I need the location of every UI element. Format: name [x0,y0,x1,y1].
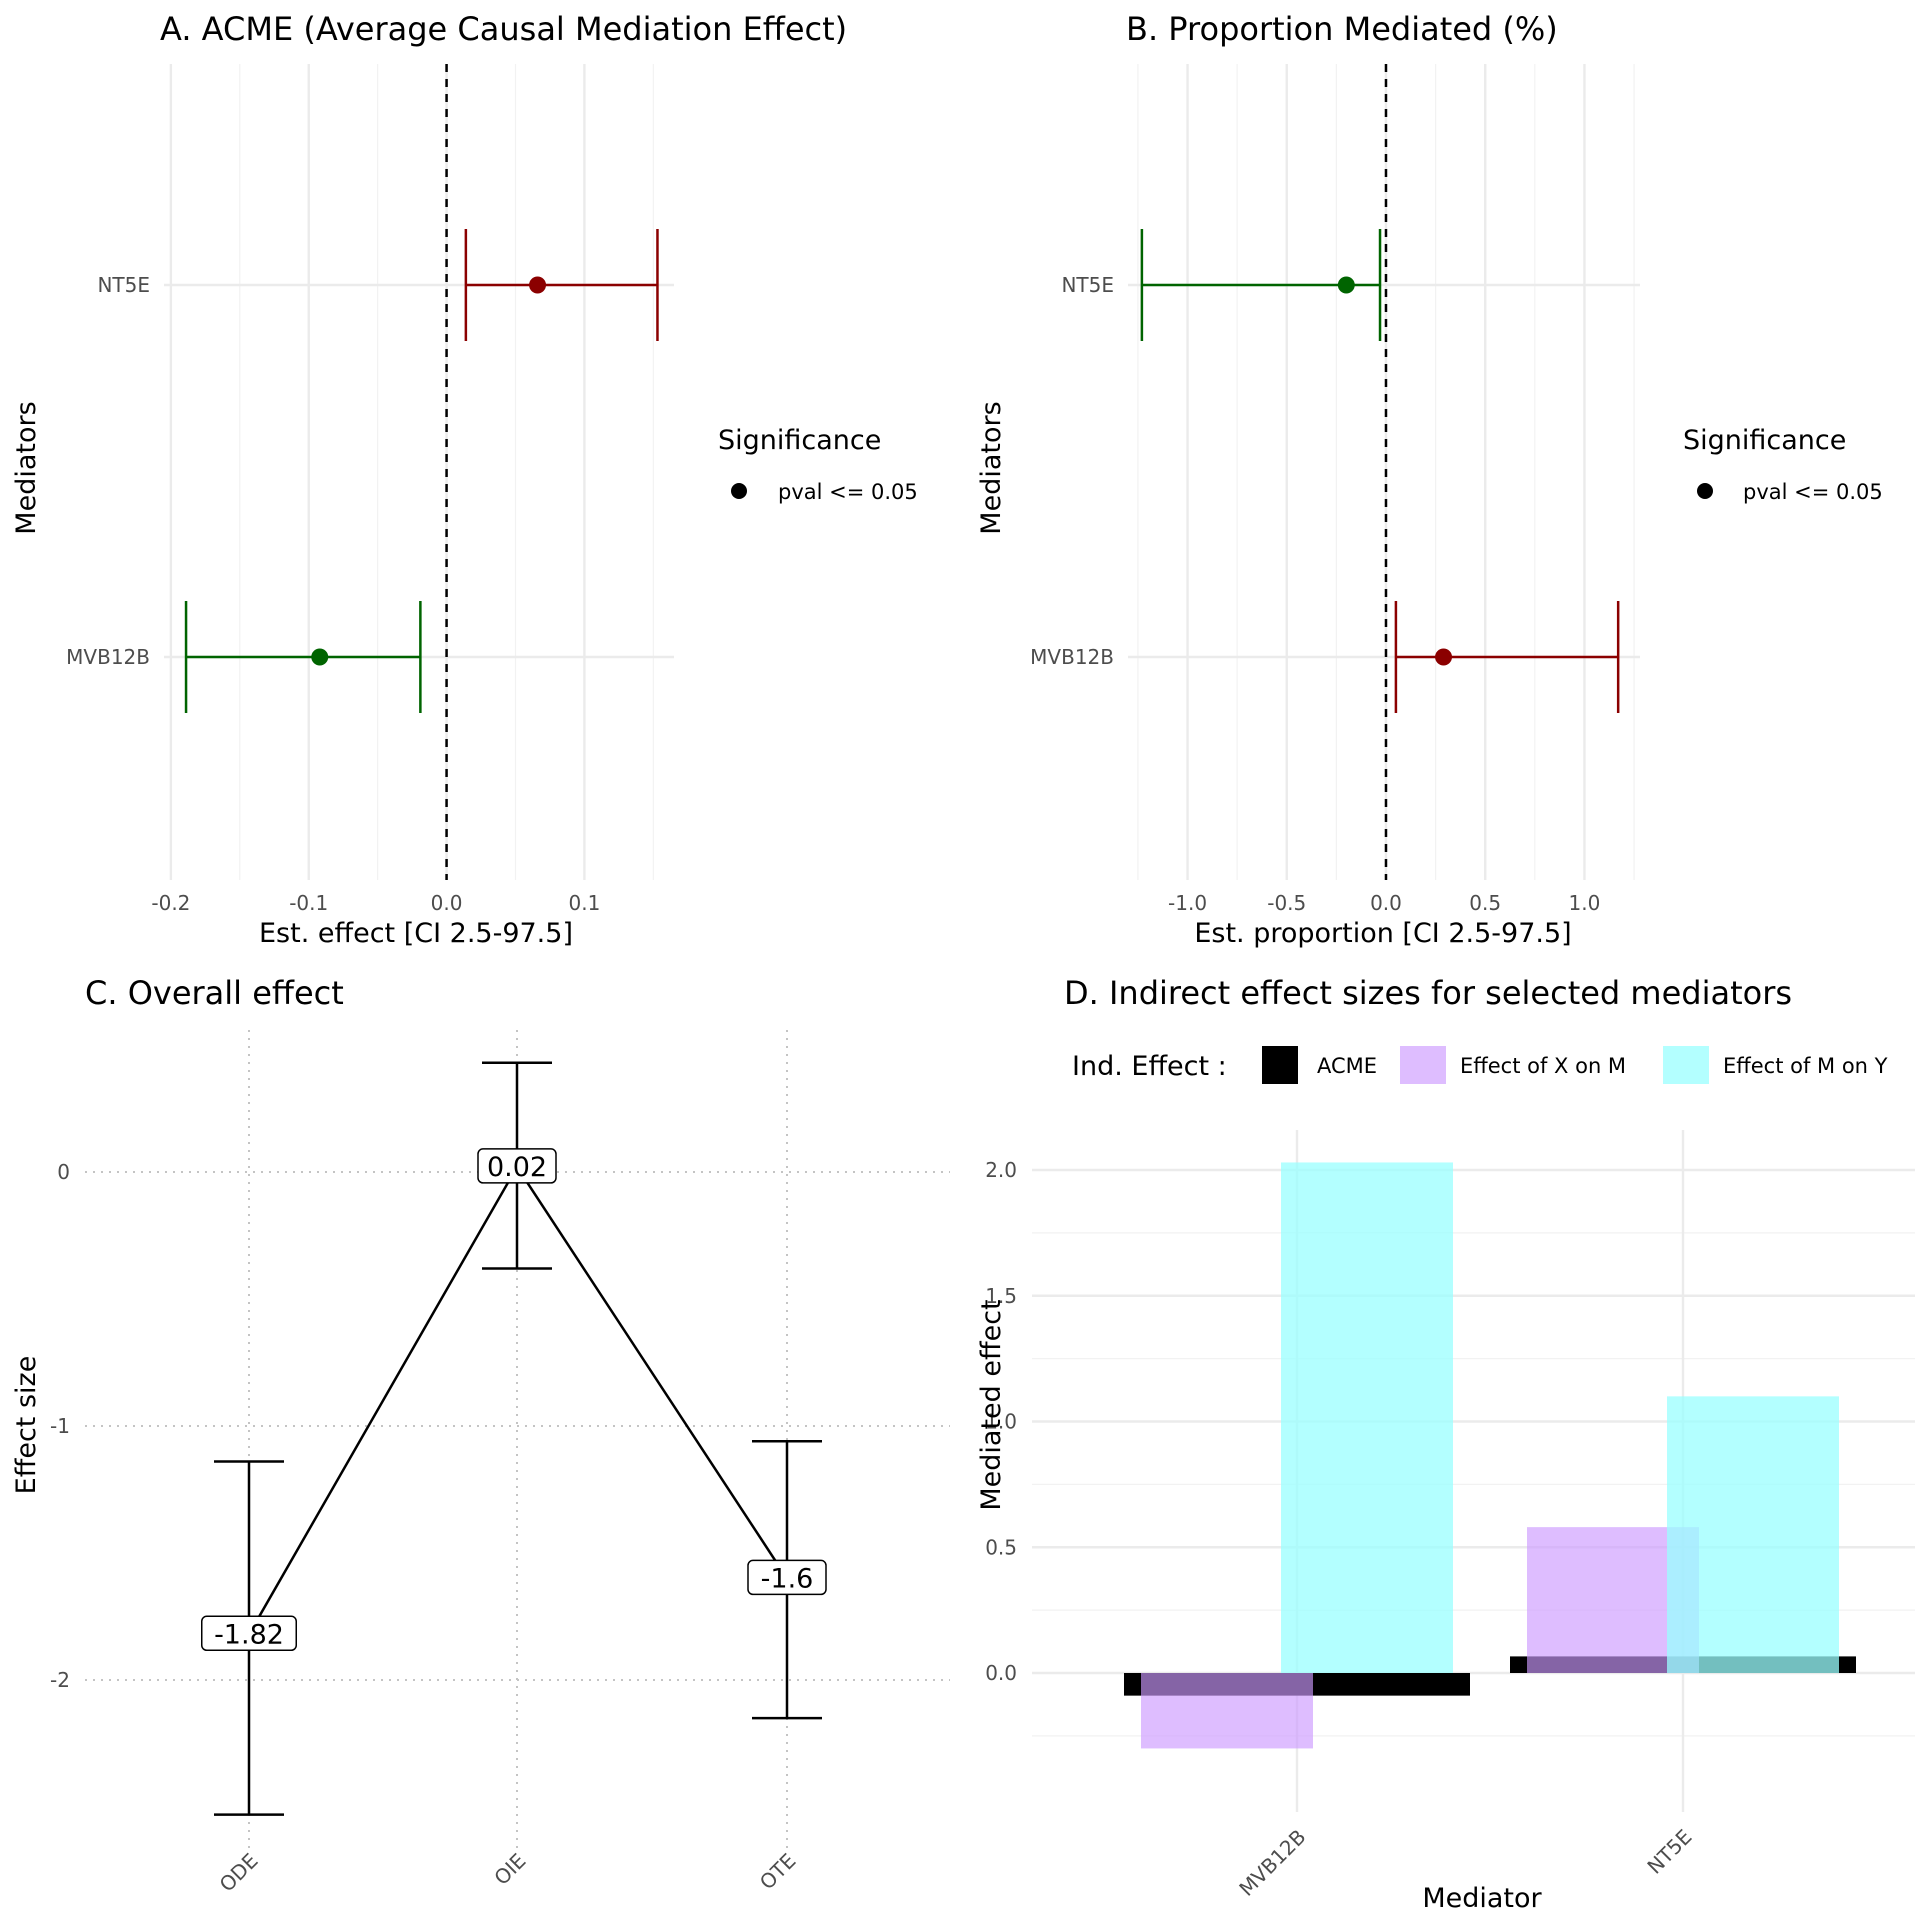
panel-a-y-axis-title: Mediators [11,401,42,534]
panel-d-x-axis-title: Mediator [1422,1883,1542,1914]
panel-b-y-axis-title: Mediators [976,401,1007,534]
value-label-box-ote [747,1559,827,1596]
x-tick-label: 0.0 [431,891,463,915]
point-estimate-nt5e [1337,276,1355,294]
legend-key-acme [1262,1046,1298,1084]
y-tick-label: 0 [57,1160,70,1184]
y-tick-label: 0.0 [985,1661,1017,1685]
legend-label-acme: ACME [1317,1054,1377,1078]
value-label-box-oie [477,1148,557,1184]
y-tick-label: -2 [50,1668,70,1692]
x-tick-label-ote: OTE [755,1849,801,1895]
panel-c-title: C. Overall effect [85,974,344,1012]
panel-b-proportion-mediated: B. Proportion Mediated (%) -1.0 -0.5 0.0 0.… [976,10,1883,949]
x-tick-label: 0.5 [1469,891,1501,915]
panel-a-legend-key-dot [731,483,747,499]
panel-b-grid [1128,64,1640,880]
panel-d-y-axis-title: Mediated effect [976,1299,1007,1510]
legend-key-effect-m-on-y [1663,1046,1709,1084]
point-estimate-mvb12b [311,648,329,666]
panel-b-x-axis-title: Est. proportion [CI 2.5-97.5] [1194,918,1571,949]
y-tick-label: 1.0 [985,1410,1017,1434]
value-label-ode: -1.82 [214,1619,284,1650]
panel-a-ticks: -0.2 -0.1 0.0 0.1 NT5E MVB12B [66,273,600,915]
x-tick-label: -0.1 [289,891,328,915]
y-tick-label: 2.0 [985,1158,1017,1182]
panel-a-title: A. ACME (Average Causal Mediation Effect… [160,10,847,48]
value-label-ote: -1.6 [761,1563,814,1594]
panel-d-indirect-effects: D. Indirect effect sizes for selected me… [976,974,1915,1914]
y-tick-label-nt5e: NT5E [1061,273,1114,297]
value-label-oie: 0.02 [487,1152,547,1183]
panel-b-legend-key-dot [1697,483,1713,499]
x-tick-label-oie: OIE [489,1849,530,1890]
panel-b-legend-label: pval <= 0.05 [1743,480,1883,504]
panel-a-grid [164,64,674,880]
panel-d-marks [1124,1162,1856,1749]
panel-d-title: D. Indirect effect sizes for selected me… [1064,974,1792,1012]
y-tick-label-nt5e: NT5E [97,273,150,297]
panel-a-acme: A. ACME (Average Causal Mediation Effect… [11,10,918,949]
x-tick-label: 0.1 [568,891,600,915]
panel-a-legend: Significance pval <= 0.05 [718,425,918,504]
x-tick-label: -1.0 [1168,891,1207,915]
panel-b-legend: Significance pval <= 0.05 [1683,425,1883,504]
x-tick-label-mvb12b: MVB12B [1234,1825,1310,1901]
x-tick-label: -0.2 [151,891,190,915]
y-tick-label-mvb12b: MVB12B [1030,645,1114,669]
x-tick-label: 0.0 [1370,891,1402,915]
y-tick-label: 0.5 [985,1535,1017,1559]
panel-a-legend-label: pval <= 0.05 [778,480,918,504]
bar-effect-of-m-on-y-mvb12b [1281,1162,1453,1673]
panel-a-x-axis-title: Est. effect [CI 2.5-97.5] [259,918,573,949]
point-estimate-mvb12b [1435,648,1453,666]
x-tick-label: 1.0 [1569,891,1601,915]
value-label-box-ode [201,1615,297,1652]
panel-a-legend-title: Significance [718,425,881,456]
y-tick-label: 1.5 [985,1284,1017,1308]
point-estimate-nt5e [529,276,547,294]
bar-effect-of-x-on-m-mvb12b [1141,1673,1313,1749]
y-tick-label-mvb12b: MVB12B [66,645,150,669]
panel-b-title: B. Proportion Mediated (%) [1126,10,1558,48]
panel-a-marks [184,64,659,880]
x-tick-label: -0.5 [1267,891,1306,915]
panel-b-marks [1140,64,1620,880]
panel-c-ticks: 0 -1 -2 ODE OIE OTE [50,1160,800,1896]
legend-key-effect-x-on-m [1400,1046,1446,1084]
panel-c-y-axis-title: Effect size [11,1356,42,1495]
legend-label-effect-m-on-y: Effect of M on Y [1723,1054,1888,1078]
bar-effect-of-m-on-y-nt5e [1667,1396,1839,1673]
panel-d-legend-title: Ind. Effect : [1072,1051,1227,1082]
y-tick-label: -1 [50,1414,70,1438]
panel-c-overall-effect: C. Overall effect -1.82 0.02 -1.6 0 -1 -2 ODE… [11,974,950,1896]
legend-label-effect-x-on-m: Effect of X on M [1460,1054,1626,1078]
x-tick-label-nt5e: NT5E [1642,1825,1696,1879]
panel-b-legend-title: Significance [1683,425,1846,456]
panel-c-marks: -1.82 0.02 -1.6 [201,1061,827,1816]
x-tick-label-ode: ODE [215,1849,263,1897]
panel-d-legend: Ind. Effect : ACME Effect of X on M Effe… [1072,1046,1888,1084]
panel-b-ticks: -1.0 -0.5 0.0 0.5 1.0 NT5E MVB12B [1030,273,1600,915]
